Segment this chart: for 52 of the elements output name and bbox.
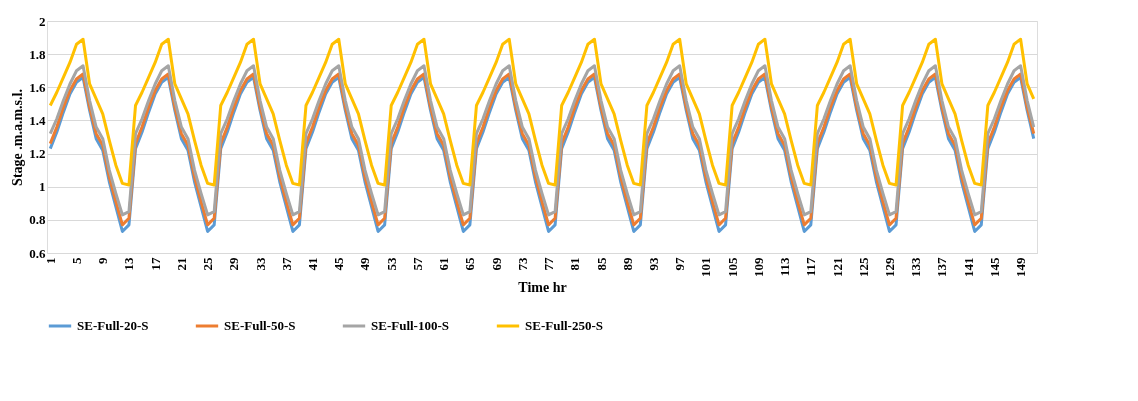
legend-label: SE-Full-100-S <box>371 318 450 333</box>
x-tick-label: 109 <box>750 257 766 277</box>
x-tick-label: 33 <box>252 257 268 271</box>
x-tick-label: 21 <box>173 257 189 271</box>
y-tick-label: 1.2 <box>29 146 46 162</box>
legend-label: SE-Full-20-S <box>77 318 149 333</box>
x-tick-label: 29 <box>226 257 242 271</box>
x-tick-label: 69 <box>488 257 504 271</box>
x-tick-label: 149 <box>1013 257 1029 277</box>
x-tick-label: 85 <box>593 257 609 271</box>
x-tick-label: 121 <box>829 257 845 277</box>
y-tick-label: 0.6 <box>29 245 46 261</box>
x-tick-label: 5 <box>69 257 84 264</box>
x-axis-title: Time hr <box>518 280 567 295</box>
x-tick-label: 117 <box>803 257 819 277</box>
legend-label: SE-Full-250-S <box>525 318 604 333</box>
x-tick-label: 57 <box>409 257 425 271</box>
x-tick-label: 113 <box>777 257 793 277</box>
x-tick-label: 81 <box>567 257 583 271</box>
x-tick-label: 145 <box>986 257 1002 277</box>
x-tick-label: 61 <box>436 257 452 271</box>
x-tick-label: 73 <box>514 257 530 271</box>
x-tick-label: 141 <box>960 257 976 277</box>
x-tick-label: 129 <box>881 257 897 277</box>
x-tick-label: 133 <box>908 257 924 277</box>
x-tick-label: 93 <box>645 257 661 271</box>
x-tick-label: 77 <box>541 257 557 271</box>
y-tick-label: 1.4 <box>29 112 46 128</box>
line-series <box>48 37 1036 187</box>
x-tick-label: 53 <box>383 257 399 271</box>
x-tick-label: 97 <box>672 257 688 271</box>
x-tick-label: 65 <box>462 257 478 271</box>
x-tick-label: 105 <box>724 257 740 277</box>
x-tick-label: 17 <box>147 257 163 271</box>
y-tick-label: 2 <box>39 13 46 29</box>
x-tick-label: 49 <box>357 257 373 271</box>
x-tick-label: 25 <box>200 257 216 271</box>
x-tick-label: 37 <box>278 257 294 271</box>
y-tick-label: 0.8 <box>29 212 46 228</box>
x-tick-label: 41 <box>305 257 321 271</box>
x-tick-label: 125 <box>855 257 871 277</box>
x-tick-label: 89 <box>619 257 635 271</box>
x-tick-label: 9 <box>95 257 111 264</box>
x-tick-label: 13 <box>121 257 137 271</box>
x-tick-label: 45 <box>331 257 347 271</box>
y-tick-label: 1.8 <box>29 46 46 62</box>
legend-label: SE-Full-50-S <box>224 318 296 333</box>
y-tick-label: 1.6 <box>29 79 46 95</box>
y-axis-title: Stage .m.a.m.s.l. <box>10 89 26 186</box>
x-tick-label: 137 <box>934 257 950 277</box>
x-tick-label: 101 <box>698 257 714 277</box>
y-tick-label: 1 <box>39 179 46 195</box>
